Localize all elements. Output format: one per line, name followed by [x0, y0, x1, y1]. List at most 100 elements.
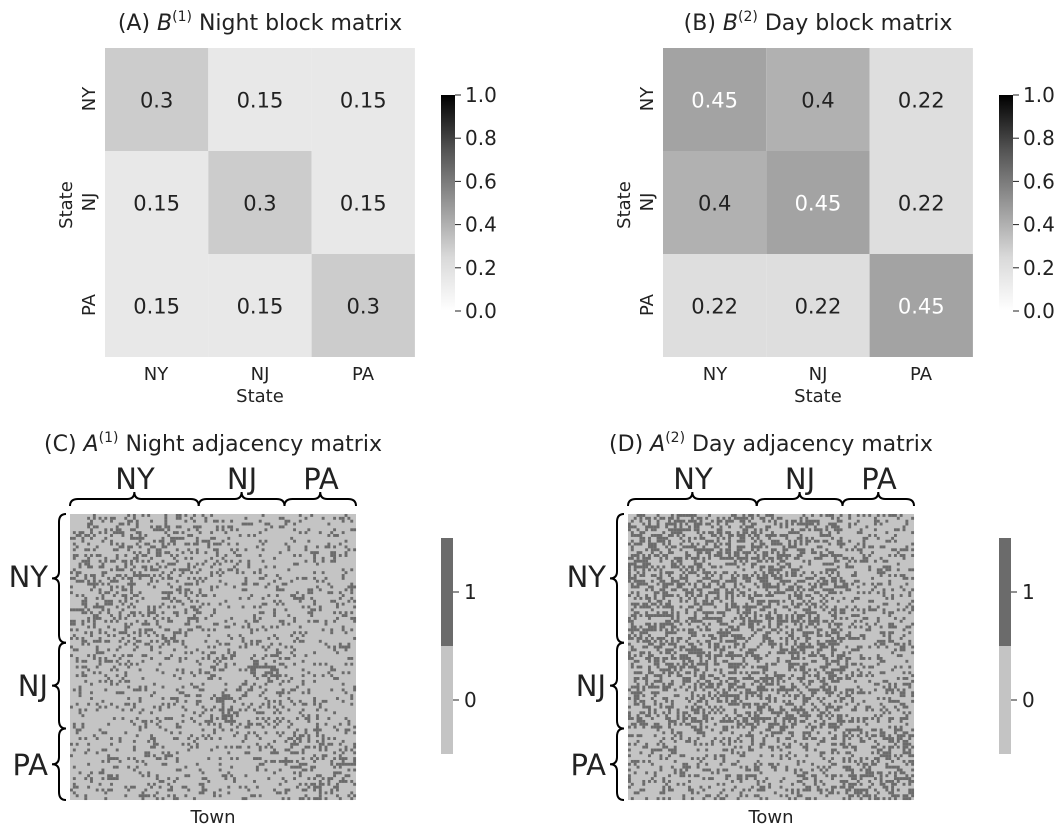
panel-c-edge-cell — [315, 708, 319, 712]
panel-d-edge-cell — [871, 708, 875, 712]
panel-d-edge-cell — [702, 602, 706, 606]
panel-d-edge-cell — [630, 576, 634, 580]
panel-d-edge-cell — [873, 534, 877, 537]
panel-c-edge-cell — [315, 717, 319, 720]
panel-c-edge-cell — [315, 728, 319, 732]
panel-c-edge-cell — [298, 599, 302, 603]
panel-d-edge-cell — [650, 625, 654, 629]
panel-d-edge-cell — [650, 636, 654, 640]
panel-c-edge-cell — [115, 525, 119, 529]
panel-d-edge-cell — [808, 688, 812, 692]
panel-c-edge-cell — [307, 737, 311, 740]
panel-d-edge-cell — [682, 714, 686, 718]
panel-c-edge-cell — [210, 674, 214, 678]
panel-c-edge-cell — [190, 628, 194, 632]
panel-d-edge-cell — [748, 519, 752, 523]
panel-c-edge-cell — [170, 576, 174, 580]
panel-d-edge-cell — [748, 648, 752, 652]
panel-d-edge-cell — [825, 594, 829, 597]
panel-c-edge-cell — [321, 782, 325, 786]
panel-d-edge-cell — [722, 659, 726, 663]
panel-c-edge-cell — [87, 616, 91, 620]
panel-d-edge-cell — [788, 659, 792, 663]
panel-d-edge-cell — [693, 725, 697, 729]
panel-d-edge-cell — [876, 662, 880, 666]
panel-c-edge-cell — [338, 757, 342, 761]
panel-d-edge-cell — [659, 588, 663, 592]
panel-d-edge-cell — [710, 728, 714, 732]
panel-c-edge-cell — [344, 551, 348, 555]
panel-d-edge-cell — [828, 611, 832, 615]
panel-d-edge-cell — [636, 534, 640, 537]
panel-d-edge-cell — [690, 705, 694, 709]
panel-d-edge-cell — [670, 679, 674, 683]
panel-d-edge-cell — [862, 636, 866, 640]
panel-d-edge-cell — [656, 645, 660, 649]
panel-c-edge-cell — [353, 605, 357, 609]
panel-d-edge-cell — [748, 625, 752, 629]
panel-c-edge-cell — [158, 565, 162, 569]
panel-c-edge-cell — [298, 554, 302, 557]
panel-c-edge-cell — [273, 599, 276, 603]
panel-d-edge-cell — [745, 688, 749, 692]
panel-c-edge-cell — [161, 591, 165, 595]
panel-d-edge-cell — [776, 591, 780, 595]
panel-d-edge-cell — [639, 625, 643, 629]
panel-c-edge-cell — [192, 565, 196, 569]
panel-d-edge-cell — [633, 694, 637, 698]
panel-d-edge-cell — [873, 688, 877, 692]
panel-c-edge-cell — [187, 568, 191, 572]
panel-d-edge-cell — [759, 608, 763, 612]
panel-d-edge-cell — [702, 576, 706, 580]
panel-d-edge-cell — [891, 625, 895, 629]
panel-c-edge-cell — [95, 708, 99, 712]
panel-c-edge-cell — [207, 657, 211, 660]
panel-d-edge-cell — [779, 534, 783, 537]
panel-c-edge-cell — [190, 682, 194, 686]
panel-c-edge-cell — [324, 619, 328, 623]
panel-d-edge-cell — [808, 582, 812, 586]
panel-d-edge-cell — [679, 674, 683, 678]
panel-c-edge-cell — [313, 782, 317, 786]
panel-d-edge-cell — [793, 639, 797, 643]
panel-c-edge-cell — [341, 762, 345, 766]
panel-c-edge-cell — [124, 574, 128, 577]
panel-d-edge-cell — [865, 628, 869, 632]
panel-c-edge-cell — [275, 594, 279, 597]
panel-d-edge-cell — [636, 714, 640, 718]
panel-d-edge-cell — [873, 728, 877, 732]
panel-d-edge-cell — [685, 688, 689, 692]
panel-d-edge-cell — [876, 654, 880, 658]
panel-c-edge-cell — [147, 551, 151, 555]
panel-d-edge-cell — [733, 665, 737, 669]
panel-c-edge-cell — [298, 762, 302, 766]
panel-c-edge-cell — [215, 699, 219, 703]
panel-c-edge-cell — [344, 611, 348, 615]
panel-c-edge-cell — [293, 648, 296, 652]
panel-c-edge-cell — [70, 619, 73, 623]
panel-c-edge-cell — [90, 634, 93, 638]
panel-c-edge-cell — [315, 774, 319, 778]
panel-c-edge-cell — [310, 514, 314, 517]
panel-c-edge-cell — [192, 519, 196, 523]
panel-d-edge-cell — [742, 539, 746, 543]
panel-d-edge-cell — [802, 674, 806, 678]
panel-c-edge-cell — [210, 556, 214, 560]
panel-c-edge-cell — [341, 602, 345, 606]
panel-d-edge-cell — [788, 554, 792, 557]
panel-c-edge-cell — [341, 645, 345, 649]
panel-c-edge-cell — [298, 639, 302, 643]
panel-d-edge-cell — [742, 677, 746, 680]
panel-c-edge-cell — [281, 602, 285, 606]
panel-c-edge-cell — [273, 668, 276, 672]
panel-d-edge-cell — [776, 568, 780, 572]
panel-c-edge-cell — [350, 628, 354, 632]
panel-d-edge-cell — [662, 668, 666, 672]
panel-b-colorbar-tick: 1.0 — [1023, 83, 1055, 107]
panel-a-cell-nj-nj — [208, 151, 312, 254]
panel-c-edge-cell — [190, 616, 194, 620]
panel-d-edge-cell — [705, 539, 709, 543]
panel-d-edge-cell — [773, 611, 777, 615]
panel-c-edge-cell — [258, 616, 262, 620]
panel-c-edge-cell — [341, 759, 345, 763]
